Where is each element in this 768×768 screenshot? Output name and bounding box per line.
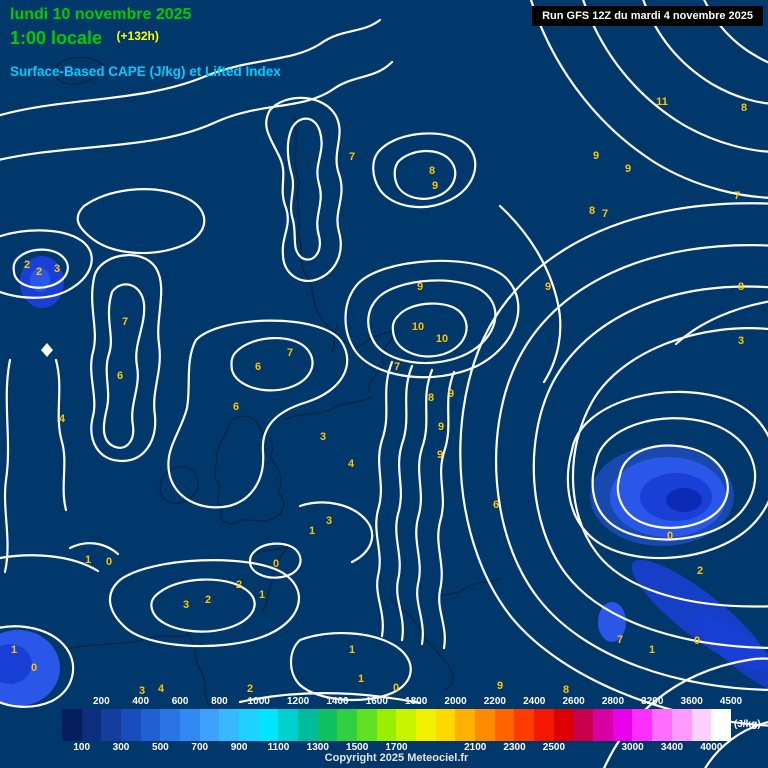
legend-tick-label: 3400 — [660, 742, 684, 753]
legend-tick-label: 1100 — [267, 742, 290, 753]
map-subtitle: Surface-Based CAPE (J/kg) et Lifted Inde… — [10, 63, 281, 79]
legend-segment — [62, 709, 82, 741]
legend-tick-label: 3000 — [621, 742, 644, 753]
legend-segment — [435, 709, 456, 741]
legend-tick-label: 2000 — [444, 696, 467, 707]
legend-segment — [632, 709, 653, 741]
legend-tick-label: 1800 — [405, 696, 428, 707]
legend-top-labels: 200 400 600 800 1000 1200 1400 1600 1800 2000 2200… — [62, 696, 742, 707]
legend-tick-label: 800 — [211, 696, 228, 707]
cape-patch-west-core — [30, 268, 50, 292]
forecast-offset-label: (+132h) — [116, 29, 159, 44]
legend-segment — [652, 709, 672, 741]
legend-tick-label: 400 — [132, 696, 150, 707]
legend-tick-label: 2600 — [562, 696, 585, 707]
legend-segment — [376, 709, 397, 741]
legend-segment — [121, 709, 141, 741]
legend-segment — [671, 709, 692, 741]
legend-tick-label: 100 — [73, 742, 91, 753]
legend-segment — [140, 709, 161, 741]
legend-segment — [101, 709, 122, 741]
legend-tick-label: 1300 — [306, 742, 329, 753]
legend-tick-label: 4000 — [700, 742, 723, 753]
legend-tick-label: 3600 — [680, 696, 703, 707]
legend-tick-label: 700 — [191, 742, 209, 753]
legend-segment — [357, 709, 377, 741]
legend-segment — [612, 709, 633, 741]
legend-tick-label: 4500 — [719, 696, 743, 707]
legend-segment — [81, 709, 102, 741]
run-info-box: Run GFS 12Z du mardi 4 novembre 2025 — [532, 6, 763, 26]
legend-tick-label: 3200 — [641, 696, 664, 707]
legend-tick-label: 2100 — [464, 742, 487, 753]
legend-segment — [534, 709, 554, 741]
legend-segment — [317, 709, 338, 741]
legend-tick-label: 1000 — [247, 696, 270, 707]
legend-segment — [475, 709, 495, 741]
legend-tick-label: 2300 — [503, 742, 526, 753]
legend-segment — [514, 709, 535, 741]
legend-tick-label: 300 — [112, 742, 130, 753]
legend-segment — [396, 709, 417, 741]
legend-segment — [711, 709, 731, 741]
legend-tick-label: 1700 — [385, 742, 408, 753]
legend-segment — [494, 709, 515, 741]
legend-tick-label: 2200 — [483, 696, 506, 707]
legend-segment — [199, 709, 220, 741]
time-row: 1:00 locale (+132h) — [10, 28, 281, 49]
cape-blob-core — [666, 488, 702, 512]
legend-tick-label: 2800 — [601, 696, 625, 707]
legend-segment — [298, 709, 318, 741]
diamond-marker — [41, 343, 53, 357]
legend-segment — [219, 709, 240, 741]
legend-unit-label: (J/kg) — [734, 719, 761, 730]
copyright-label: Copyright 2025 Meteociel.fr — [324, 752, 469, 764]
legend-segment — [258, 709, 279, 741]
legend-tick-label: 2400 — [523, 696, 546, 707]
legend-segment — [416, 709, 436, 741]
legend-tick-label: 900 — [230, 742, 248, 753]
cape-patch-south — [598, 602, 626, 642]
legend-segment — [337, 709, 358, 741]
legend-segment — [455, 709, 476, 741]
cape-streak-lower — [696, 615, 768, 695]
legend-segment — [160, 709, 181, 741]
legend-tick-label: 600 — [171, 696, 189, 707]
date-label: lundi 10 novembre 2025 — [10, 6, 192, 23]
coastlines-layer — [54, 56, 501, 707]
legend-segment — [278, 709, 299, 741]
legend-segment — [553, 709, 574, 741]
legend-segment — [180, 709, 200, 741]
cape-fill-layer — [0, 256, 768, 706]
legend-segment — [593, 709, 613, 741]
legend-tick-label: 200 — [93, 696, 110, 707]
legend-tick-label: 1600 — [365, 696, 388, 707]
legend-segment — [239, 709, 259, 741]
legend-tick-label: 1200 — [286, 696, 310, 707]
cape-patch-southwest-core — [0, 644, 32, 684]
legend-bottom-labels: 100 300 500 700 900 1100 1300 1500 1700 2100 2300 2… — [62, 742, 731, 753]
legend-tick-label: 1500 — [346, 742, 369, 753]
legend-tick-label: 1400 — [326, 696, 349, 707]
run-info-label: Run GFS 12Z du mardi 4 novembre 2025 — [542, 10, 753, 22]
legend-tick-label: 500 — [152, 742, 169, 753]
legend-tick-label: 2500 — [542, 742, 566, 753]
legend-segment — [573, 709, 594, 741]
local-time-label: 1:00 locale — [10, 28, 103, 49]
map-header: lundi 10 novembre 2025 1:00 locale (+132… — [10, 6, 281, 79]
legend-colorbar — [62, 709, 731, 741]
legend-segment — [691, 709, 712, 741]
